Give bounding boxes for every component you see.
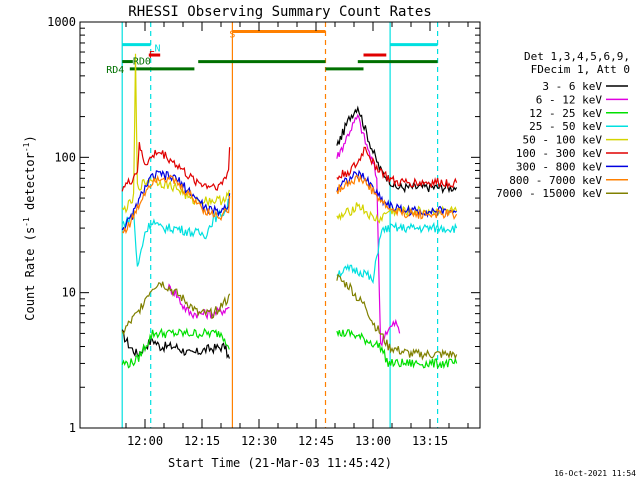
series-line-4 xyxy=(121,53,458,224)
series-line-8 xyxy=(121,273,458,361)
legend-label-5: 100 - 300 keV xyxy=(516,147,602,160)
plot-area: NF S RD0 RD4 xyxy=(106,22,458,428)
y-tick-label: 100 xyxy=(54,150,76,164)
series-line-3 xyxy=(121,198,458,285)
annotation-label-4: RD4 xyxy=(106,65,124,76)
series-line-5 xyxy=(121,142,458,192)
x-tick-label: 12:30 xyxy=(241,434,277,448)
legend-label-8: 7000 - 15000 keV xyxy=(496,187,602,200)
plot-frame xyxy=(79,21,481,429)
plot-inner xyxy=(121,22,458,428)
annotation-label-3: RD0 xyxy=(133,56,151,67)
x-tick-label: 13:15 xyxy=(412,434,448,448)
annotation-label-1: F xyxy=(149,50,155,61)
legend-label-3: 25 - 50 keV xyxy=(529,120,602,133)
chart-title: RHESSI Observing Summary Count Rates xyxy=(128,4,431,20)
annotation-label-2: S xyxy=(229,30,235,41)
legend-label-6: 300 - 800 keV xyxy=(516,160,602,173)
annotation-label-0: N xyxy=(155,43,161,54)
legend-label-7: 800 - 7000 keV xyxy=(509,174,602,187)
legend-label-2: 12 - 25 keV xyxy=(529,107,602,120)
legend-label-0: 3 - 6 keV xyxy=(542,80,602,93)
x-tick-label: 12:45 xyxy=(298,434,334,448)
legend-label-4: 50 - 100 keV xyxy=(523,134,603,147)
series-line-2 xyxy=(121,327,458,370)
legend-header-1: FDecim 1, Att 0 xyxy=(531,63,630,76)
footer-date: 16-Oct-2021 11:54 xyxy=(554,469,636,478)
series-line-7 xyxy=(121,173,458,235)
x-axis-label: Start Time (21-Mar-03 11:45:42) xyxy=(168,456,392,470)
y-tick-label: 10 xyxy=(62,286,76,300)
legend-label-1: 6 - 12 keV xyxy=(536,93,603,106)
legend-header-0: Det 1,3,4,5,6,9, xyxy=(524,50,630,63)
y-tick-label: 1 xyxy=(69,421,76,435)
legend: Det 1,3,4,5,6,9,FDecim 1, Att 0 3 - 6 keV… xyxy=(496,50,630,200)
x-tick-label: 12:00 xyxy=(127,434,163,448)
series-line-6 xyxy=(121,169,457,232)
axes: 1 10 100 1000 12:00 12:15 12:30 12:45 13:00 13:15 xyxy=(47,15,481,448)
series-line-0 xyxy=(121,105,458,359)
y-tick-label: 1000 xyxy=(47,15,76,29)
x-tick-label: 12:15 xyxy=(184,434,220,448)
x-tick-label: 13:00 xyxy=(355,434,391,448)
y-axis-label: Count Rate (s-1 detector-1) xyxy=(22,135,37,320)
